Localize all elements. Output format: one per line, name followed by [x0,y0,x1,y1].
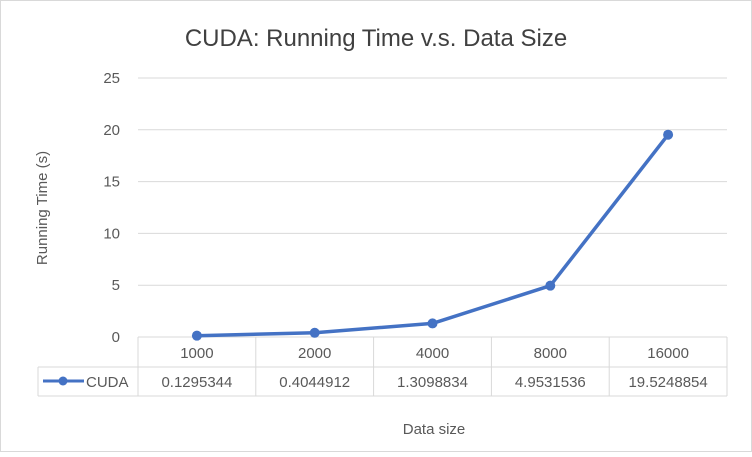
y-tick-label: 20 [103,122,120,139]
data-point [545,280,556,291]
x-tick-label: 2000 [298,345,331,362]
data-table-value: 0.1295344 [161,374,232,391]
y-tick-label: 10 [103,225,120,242]
legend-marker-key [58,376,68,386]
x-tick-label: 4000 [416,345,449,362]
x-axis-label: Data size [403,421,466,438]
data-table-value: 1.3098834 [397,374,468,391]
y-tick-label: 0 [112,329,120,346]
y-tick-label: 5 [112,277,120,294]
gridlines [138,77,727,286]
data-point [427,318,438,329]
data-table-value: 19.5248854 [628,374,707,391]
series-layer [191,129,674,341]
data-table-value: 4.9531536 [515,374,586,391]
data-point [309,327,320,338]
y-tick-label: 25 [103,70,120,87]
data-table: 1000 2000 4000 8000 16000 0.1295344 0.4044912 1… [37,336,728,397]
legend-series-name: CUDA [86,374,129,391]
chart-title: CUDA: Running Time v.s. Data Size [185,25,567,52]
y-tick-label: 15 [103,174,120,191]
x-tick-label: 1000 [180,345,213,362]
y-axis-label: Running Time (s) [34,151,51,265]
data-point [191,330,202,341]
y-tick-labels: 0 5 10 15 20 25 [103,70,120,346]
data-table-value: 0.4044912 [279,374,350,391]
x-tick-label: 16000 [647,345,689,362]
x-tick-label: 8000 [534,345,567,362]
data-point [663,129,674,140]
